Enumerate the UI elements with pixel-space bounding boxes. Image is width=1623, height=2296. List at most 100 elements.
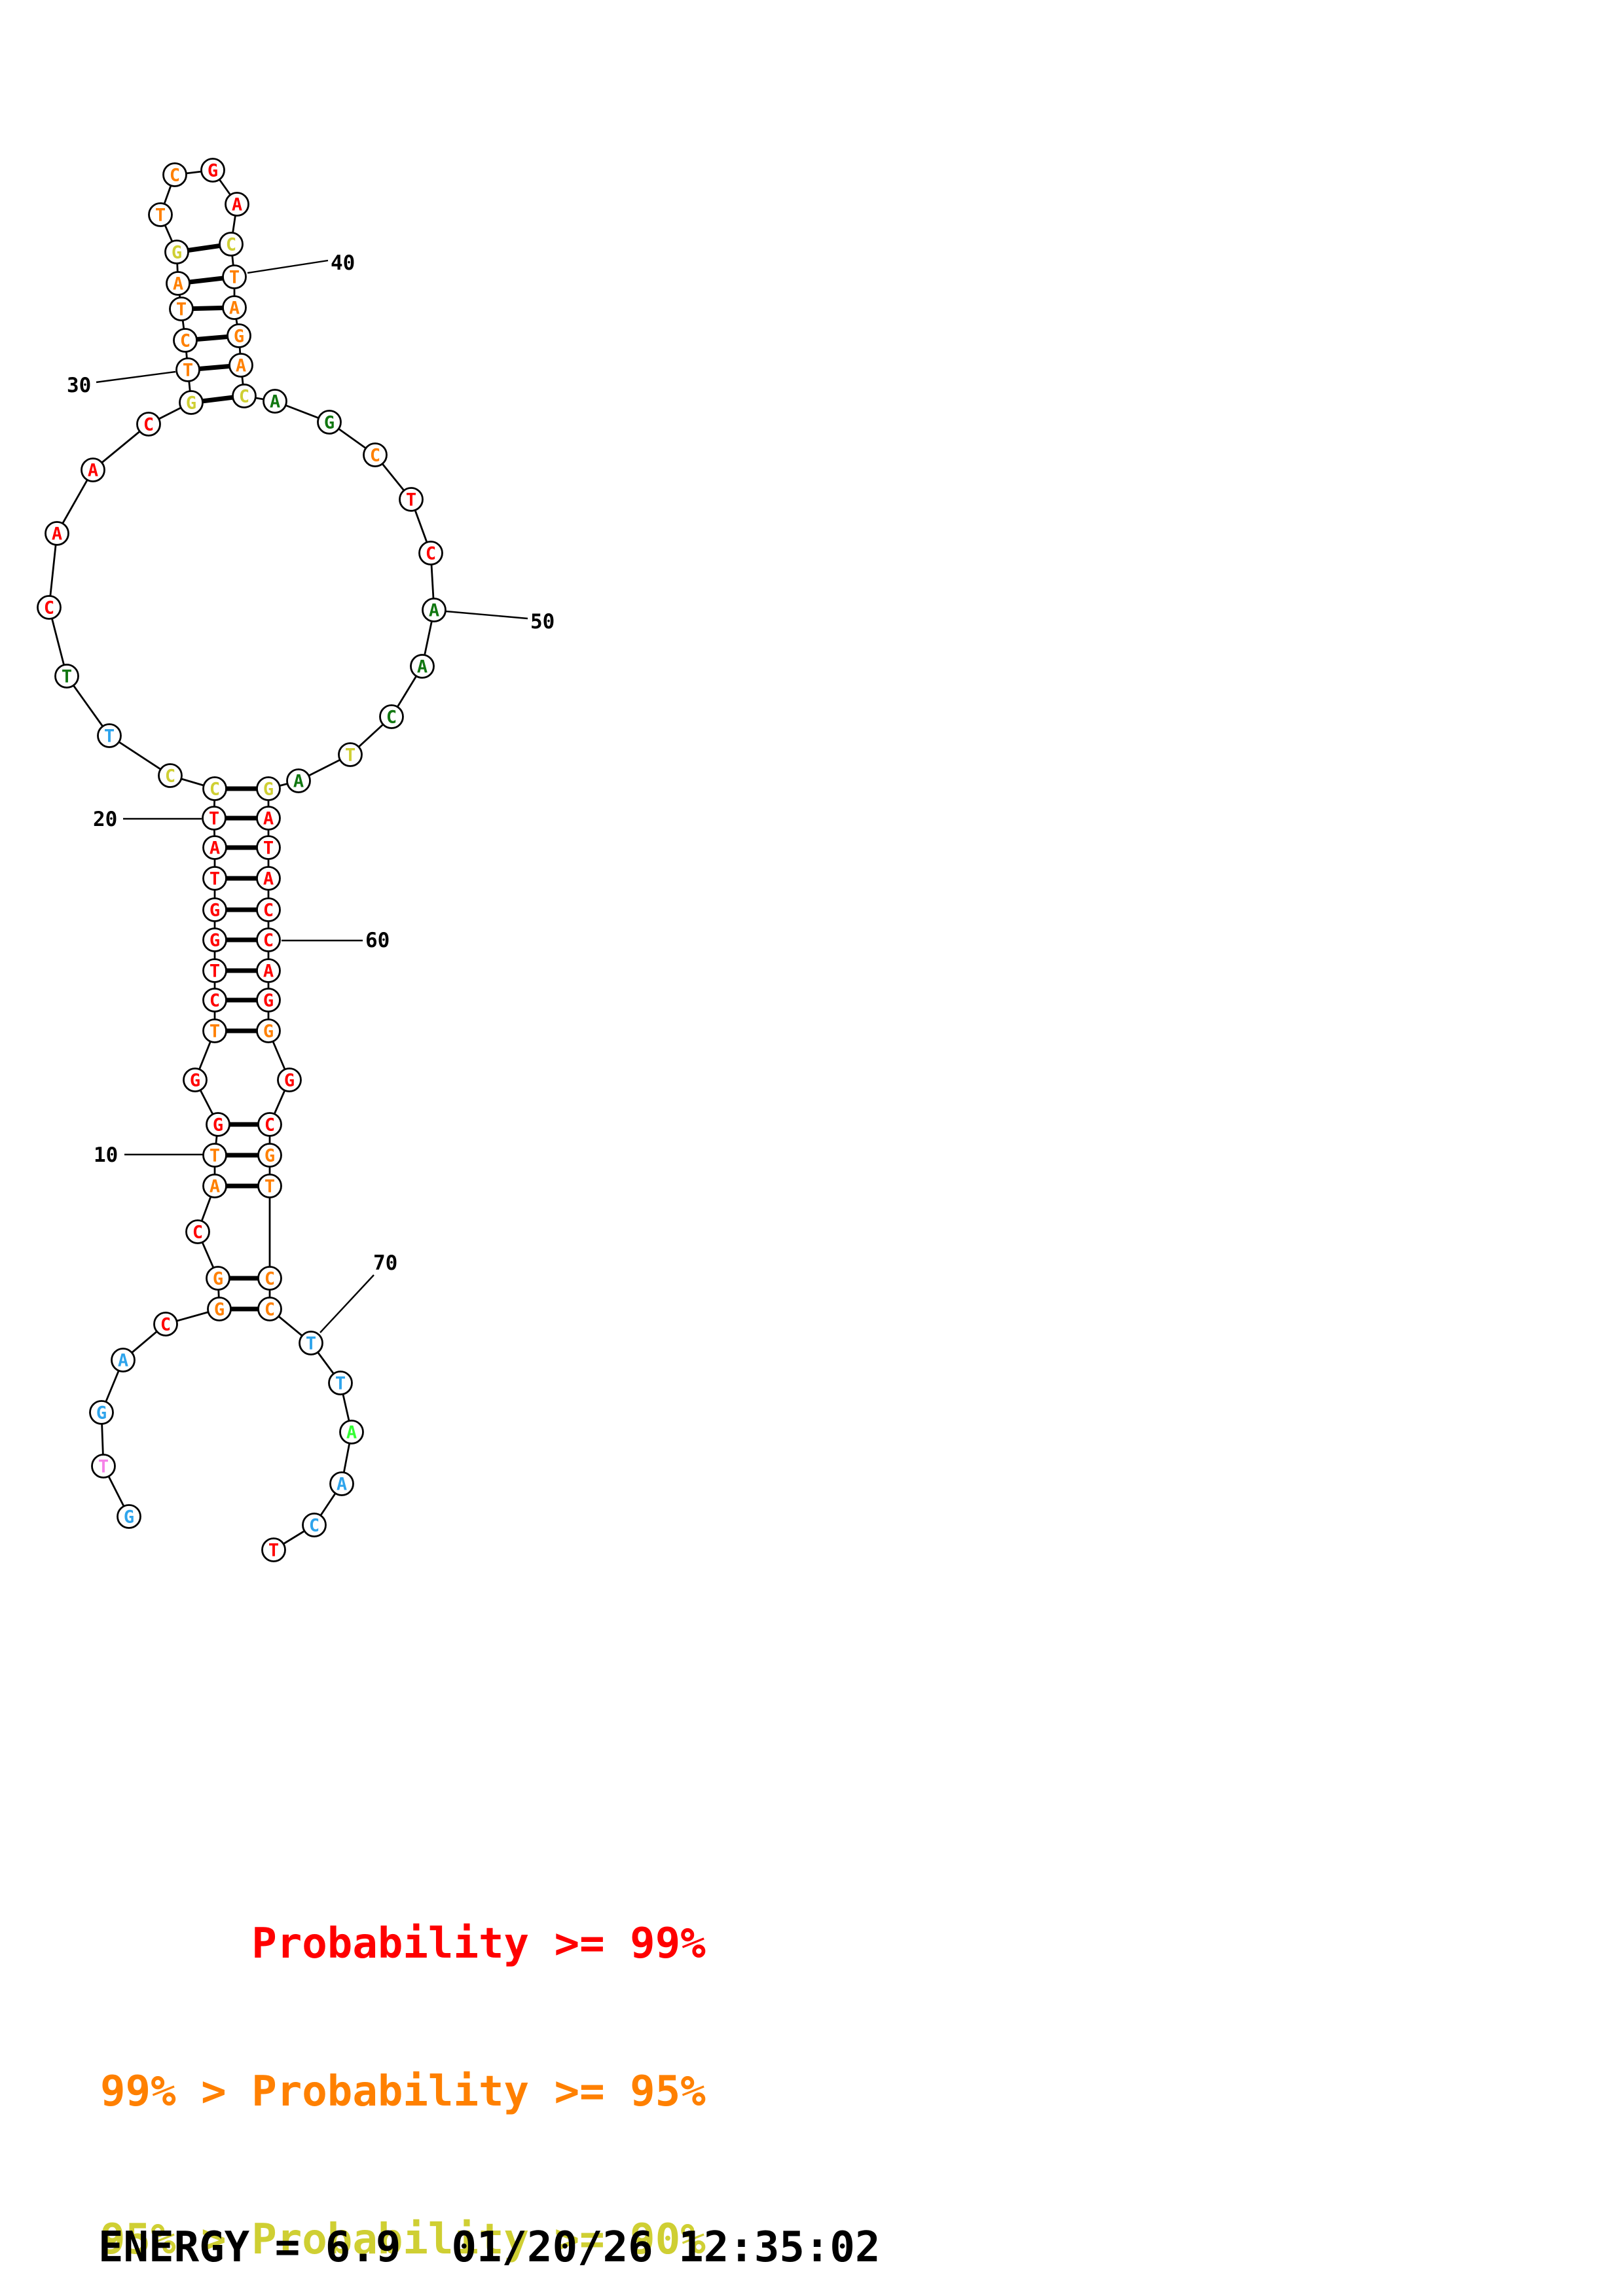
nucleotide-base-62: G (263, 991, 274, 1011)
nucleotide-circle-7 (206, 1266, 230, 1291)
nucleotide-circle-75 (261, 1537, 286, 1562)
nucleotide-base-71: T (335, 1374, 346, 1394)
nucleotide-base-54: A (293, 772, 304, 792)
nucleotide-base-23: T (104, 726, 115, 747)
nucleotide-circle-29 (179, 390, 204, 415)
nucleotide-base-40: T (229, 268, 240, 288)
nucleotide-base-66: G (264, 1146, 275, 1166)
nucleotide-base-41: A (229, 298, 240, 319)
nucleotide-circle-64 (277, 1067, 302, 1092)
nucleotide-base-70: T (306, 1334, 316, 1354)
nucleotide-base-32: T (176, 300, 187, 320)
nucleotide-base-8: C (192, 1223, 203, 1243)
position-label-30: 30 (67, 374, 91, 397)
nucleotide-base-15: T (210, 961, 220, 982)
nucleotide-base-51: A (417, 657, 428, 677)
nucleotide-base-34: G (172, 243, 182, 263)
nucleotide-base-28: C (143, 415, 154, 435)
nucleotide-base-73: A (337, 1475, 347, 1495)
nucleotide-base-21: C (210, 780, 220, 800)
nucleotide-circle-72 (339, 1420, 364, 1444)
nucleotide-circle-45 (263, 389, 287, 414)
nucleotide-circle-32 (169, 296, 194, 321)
nucleotide-circle-69 (257, 1297, 282, 1321)
position-label-60: 60 (365, 929, 390, 952)
nucleotide-base-42: G (234, 327, 244, 347)
nucleotide-circle-36 (162, 162, 187, 187)
nucleotide-circle-30 (175, 357, 200, 382)
nucleotide-circle-58 (256, 866, 281, 891)
nucleotide-base-16: G (210, 931, 220, 951)
nucleotide-base-31: C (180, 331, 191, 351)
nucleotide-circle-48 (399, 487, 424, 512)
probability-legend: Probability >= 99% 99% > Probability >= … (100, 1821, 706, 2296)
nucleotide-base-74: C (309, 1516, 319, 1536)
nucleotide-circle-28 (136, 412, 161, 437)
nucleotide-circle-66 (257, 1143, 282, 1168)
nucleotide-circle-63 (256, 1018, 281, 1043)
nucleotide-circle-9 (202, 1174, 227, 1198)
energy-and-timestamp: ENERGY = 6.9 01/20/26 12:35:02 (98, 2223, 881, 2272)
nucleotide-base-38: A (232, 195, 242, 215)
nucleotide-base-65: C (264, 1115, 275, 1136)
nucleotide-circle-73 (329, 1471, 354, 1496)
nucleotide-circle-22 (158, 763, 183, 788)
nucleotide-circle-31 (173, 328, 198, 353)
position-label-70: 70 (373, 1251, 397, 1275)
nucleotide-circle-4 (111, 1348, 136, 1372)
nucleotide-base-37: G (208, 161, 218, 181)
nucleotide-circle-52 (379, 704, 404, 729)
nucleotide-base-36: C (170, 166, 180, 186)
nucleotide-circle-50 (422, 598, 447, 622)
nucleotide-base-58: A (263, 869, 274, 889)
nucleotide-circle-47 (363, 442, 388, 467)
nucleotide-base-25: C (44, 598, 54, 619)
nucleotide-circle-62 (256, 988, 281, 1013)
nucleotide-circle-53 (338, 742, 363, 767)
nucleotide-base-26: A (52, 524, 62, 545)
nucleotide-circle-57 (256, 835, 281, 860)
nucleotide-circle-2 (91, 1454, 116, 1479)
nucleotide-circle-70 (299, 1331, 323, 1355)
nucleotide-circle-60 (256, 927, 281, 952)
nucleotide-circle-40 (222, 264, 247, 289)
nucleotide-circle-23 (97, 723, 122, 748)
nucleotide-base-60: C (263, 931, 274, 951)
nucleotide-circle-16 (202, 927, 227, 952)
nucleotide-circle-15 (202, 958, 227, 983)
nucleotide-circle-42 (227, 323, 251, 348)
nucleotide-base-18: T (210, 869, 220, 889)
nucleotide-base-52: C (386, 708, 397, 728)
nucleotide-circle-41 (222, 295, 247, 320)
nucleotide-circle-34 (164, 240, 189, 264)
nucleotide-base-10: T (210, 1146, 220, 1166)
nucleotide-circle-5 (153, 1312, 178, 1336)
nucleotide-base-67: T (264, 1177, 275, 1197)
nucleotide-circle-35 (148, 202, 173, 227)
nucleotide-circle-51 (410, 654, 435, 679)
nucleotide-base-50: A (429, 601, 439, 621)
nucleotide-circle-33 (166, 271, 191, 296)
legend-row-p99: Probability >= 99% (100, 1919, 706, 1968)
nucleotide-circle-43 (228, 353, 253, 378)
nucleotide-circle-12 (183, 1067, 208, 1092)
nucleotide-base-49: C (426, 544, 436, 564)
nucleotide-circle-10 (202, 1143, 227, 1168)
nucleotide-base-5: C (160, 1315, 171, 1335)
nucleotide-circle-44 (232, 384, 257, 408)
nucleotide-circle-6 (207, 1297, 232, 1321)
nucleotide-base-68: C (264, 1269, 275, 1289)
nucleotide-circle-11 (206, 1112, 230, 1137)
nucleotide-circle-59 (256, 897, 281, 922)
nucleotide-circle-39 (219, 232, 244, 257)
nucleotide-base-64: G (284, 1071, 295, 1091)
position-label-line-70 (319, 1274, 374, 1333)
nucleotide-base-12: G (190, 1071, 200, 1091)
nucleotide-base-24: T (62, 667, 72, 687)
nucleotide-base-6: G (214, 1300, 225, 1320)
nucleotide-circle-55 (256, 776, 281, 801)
nucleotide-circle-26 (45, 521, 69, 546)
nucleotide-base-11: G (213, 1115, 223, 1136)
nucleotide-circle-21 (202, 776, 227, 801)
